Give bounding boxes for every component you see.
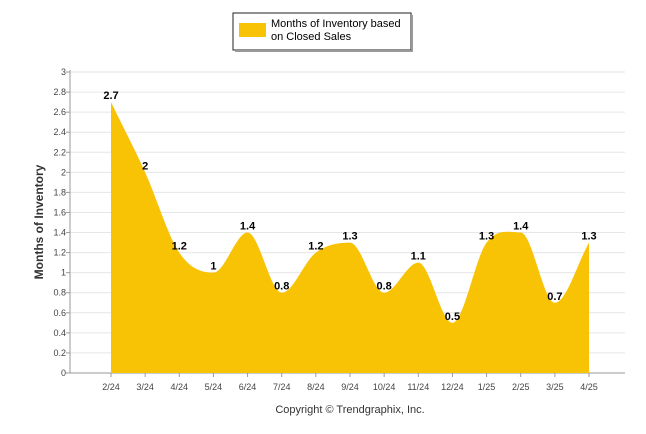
data-label-3: 1 [210,261,216,273]
data-label-1: 2 [142,160,148,172]
data-label-2: 1.2 [172,241,187,253]
series-area-fill [111,102,589,373]
x-tick-label-3: 5/24 [205,382,223,392]
data-label-4: 1.4 [240,221,256,233]
x-tick-label-1: 3/24 [136,382,154,392]
series-area [111,102,589,373]
legend-swatch [239,23,266,37]
x-tick-label-4: 6/24 [239,382,257,392]
data-label-0: 2.7 [103,90,118,102]
x-tick-label-12: 2/25 [512,382,530,392]
x-tick-label-9: 11/24 [407,382,429,392]
legend: Months of Inventory based on Closed Sale… [232,12,413,52]
data-label-14: 1.3 [581,231,596,243]
data-label-9: 1.1 [411,251,426,263]
y-tick-label-6: 1.2 [53,248,66,258]
x-tick-label-5: 7/24 [273,382,291,392]
y-tick-label-1: 0.2 [53,348,66,358]
x-axis: 2/24 3/24 4/24 5/24 6/24 7/24 8/24 9/24 10/24 11/… [102,373,598,392]
x-tick-label-7: 9/24 [341,382,359,392]
data-label-8: 0.8 [376,281,391,293]
y-tick-label-11: 2.2 [53,147,66,157]
data-label-5: 0.8 [274,281,289,293]
x-tick-label-2: 4/24 [171,382,189,392]
y-tick-label-12: 2.4 [53,127,66,137]
x-tick-label-14: 4/25 [580,382,598,392]
y-tick-label-9: 1.8 [53,187,66,197]
legend-box-shadow [411,15,413,52]
y-tick-label-13: 2.6 [53,107,66,117]
y-tick-label-2: 0.4 [53,328,66,338]
data-label-10: 0.5 [445,311,460,323]
x-tick-label-0: 2/24 [102,382,120,392]
y-tick-label-0: 0 [61,368,66,378]
legend-box-shadow-bottom [235,50,413,52]
data-label-7: 1.3 [342,231,357,243]
y-tick-label-3: 0.6 [53,308,66,318]
y-tick-label-15: 3 [61,67,66,77]
x-tick-label-8: 10/24 [373,382,396,392]
x-tick-label-13: 3/25 [546,382,564,392]
data-labels: 2.7 2 1.2 1 1.4 0.8 1.2 1.3 0.8 1.1 0.5 1.3 1.4 0.7 1.… [103,90,596,323]
y-tick-label-7: 1.4 [53,228,66,238]
legend-text-line2: on Closed Sales [271,31,352,43]
data-label-6: 1.2 [308,241,323,253]
y-tick-label-14: 2.8 [53,87,66,97]
y-tick-label-4: 0.8 [53,288,66,298]
y-tick-label-8: 1.6 [53,207,66,217]
data-label-13: 0.7 [547,291,562,303]
x-tick-label-6: 8/24 [307,382,325,392]
y-tick-label-5: 1 [61,268,66,278]
y-axis: 0 0.2 0.4 0.6 0.8 1 1.2 1.4 1.6 1.8 2 2.2 2.4 2.6 2.8 3 [53,67,71,378]
data-label-12: 1.4 [513,221,529,233]
y-tick-label-10: 2 [61,167,66,177]
copyright-footer: Copyright © Trendgraphix, Inc. [275,404,424,416]
data-label-11: 1.3 [479,231,494,243]
y-axis-label: Months of Inventory [32,164,46,279]
x-tick-label-11: 1/25 [478,382,496,392]
x-tick-label-10: 12/24 [441,382,464,392]
legend-text-line1: Months of Inventory based [271,18,401,30]
